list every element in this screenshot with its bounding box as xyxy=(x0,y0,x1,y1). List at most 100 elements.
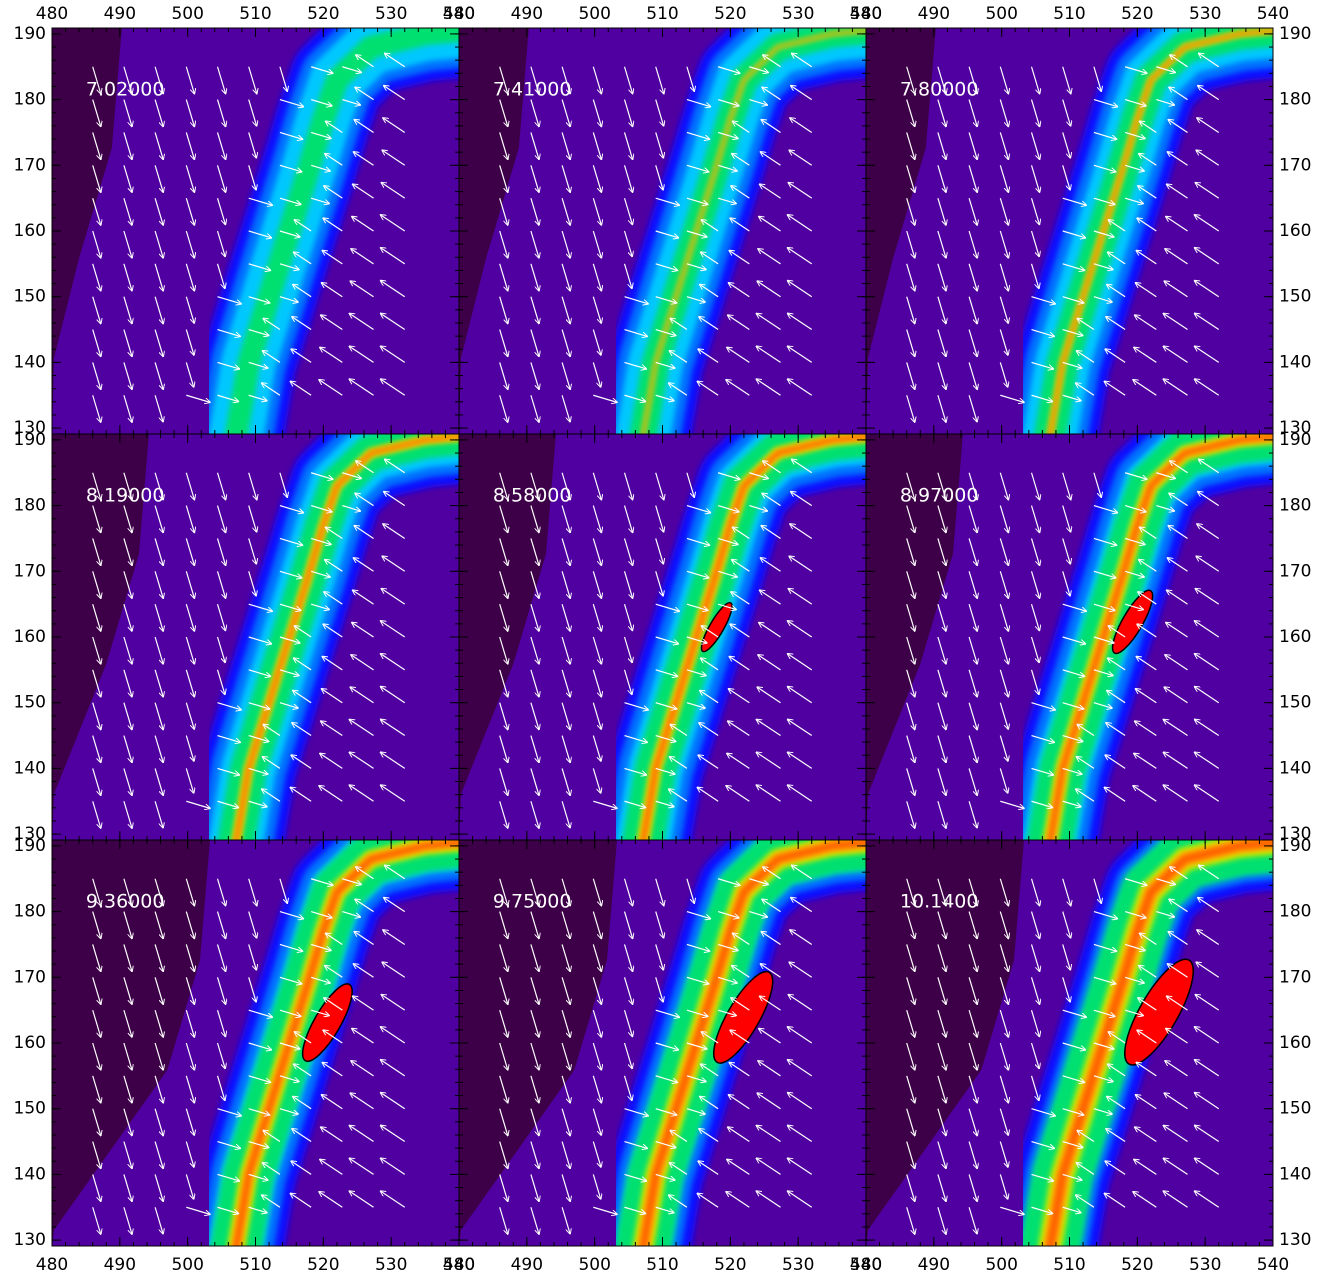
x-tick-label: 520 xyxy=(714,1255,746,1275)
vector-arrow xyxy=(185,472,194,500)
core xyxy=(301,983,353,1063)
dark-region xyxy=(459,28,529,434)
vector-arrow xyxy=(732,559,750,572)
vector-arrow xyxy=(1093,505,1118,513)
vector-arrow xyxy=(999,197,1008,225)
vector-arrow xyxy=(499,1207,508,1234)
vector-arrow xyxy=(310,131,331,138)
vector-arrow xyxy=(1167,964,1188,978)
vector-arrow xyxy=(624,734,648,743)
vector-arrow xyxy=(310,570,330,577)
vector-arrow xyxy=(623,571,633,598)
vector-arrow xyxy=(670,1130,688,1143)
vector-arrow xyxy=(323,218,343,232)
vector-arrow xyxy=(351,655,374,671)
vector-arrow xyxy=(355,493,374,507)
vector-arrow xyxy=(1194,752,1220,769)
vector-arrow xyxy=(1062,911,1071,938)
vector-arrow xyxy=(154,230,163,258)
x-tick-label: 490 xyxy=(511,4,543,24)
vector-arrow xyxy=(154,66,163,94)
vector-arrow xyxy=(1031,734,1055,743)
vector-arrow xyxy=(248,1108,270,1115)
vector-arrow xyxy=(729,1062,750,1077)
vector-arrow xyxy=(968,505,977,533)
panel-image xyxy=(866,28,1273,434)
vector-arrow xyxy=(561,768,570,795)
vector-arrow xyxy=(217,296,242,304)
vector-arrow xyxy=(1134,1159,1157,1175)
vector-arrow xyxy=(123,1009,132,1037)
vector-arrow xyxy=(756,752,781,769)
vector-arrow xyxy=(728,315,750,331)
vector-arrow xyxy=(749,66,768,73)
vector-arrow xyxy=(324,998,343,1011)
vector-arrow xyxy=(789,962,813,978)
vector-arrow xyxy=(1137,624,1157,638)
panel: 8.19000 130 140 150 160 170 180 190 xyxy=(14,430,460,844)
vector-arrow xyxy=(592,329,601,356)
vector-arrow xyxy=(624,1140,648,1149)
vector-arrow xyxy=(762,493,781,507)
vector-arrow xyxy=(760,184,781,199)
vector-arrow xyxy=(1166,216,1188,232)
vector-arrow xyxy=(530,801,539,828)
vector-arrow xyxy=(1198,459,1220,474)
panel-image xyxy=(52,28,459,434)
x-tick-label: 540 xyxy=(850,1255,882,1275)
dark-region xyxy=(459,840,618,1246)
vector-arrow xyxy=(937,66,946,94)
vector-arrow xyxy=(592,702,601,730)
vector-arrow xyxy=(1000,800,1024,808)
vector-arrow xyxy=(530,1207,539,1234)
vector-arrow xyxy=(968,636,977,664)
vector-arrow xyxy=(154,603,163,631)
vector-arrow xyxy=(937,1207,946,1234)
vector-arrow xyxy=(937,735,946,763)
vector-arrow xyxy=(92,878,101,906)
vector-arrow xyxy=(592,603,601,631)
vector-arrow xyxy=(353,964,374,978)
vector-arrow xyxy=(342,99,360,105)
y-tick-label: 160 xyxy=(1279,627,1311,647)
vector-arrow xyxy=(968,1075,977,1103)
vector-arrow xyxy=(499,801,508,828)
vector-arrow xyxy=(321,315,343,331)
vector-arrow xyxy=(701,1032,719,1044)
x-tick-label: 480 xyxy=(443,1255,475,1275)
vector-arrow xyxy=(217,1108,242,1116)
vector-arrow xyxy=(906,636,915,664)
panel-label: 7.41000 xyxy=(493,78,572,100)
vector-arrow xyxy=(699,723,719,737)
vector-arrow xyxy=(293,1064,312,1077)
vector-arrow xyxy=(384,459,406,474)
vector-arrow xyxy=(686,1075,706,1082)
vector-arrow xyxy=(154,395,163,422)
vector-arrow xyxy=(1136,1062,1157,1077)
vector-arrow xyxy=(999,702,1008,730)
vector-arrow xyxy=(999,977,1008,1004)
y-tick-label: 140 xyxy=(14,758,46,778)
x-tick-label: 530 xyxy=(375,1255,407,1275)
vector-arrow xyxy=(1077,1130,1095,1143)
vector-arrow xyxy=(999,911,1008,939)
vector-arrow xyxy=(92,329,101,357)
vector-arrow xyxy=(906,99,915,127)
vector-arrow xyxy=(154,1108,163,1136)
vector-arrow xyxy=(906,768,915,795)
vector-arrow xyxy=(352,216,374,232)
vector-arrow xyxy=(1195,182,1220,199)
vector-arrow xyxy=(530,538,539,565)
vector-arrow xyxy=(732,153,750,166)
vector-arrow xyxy=(906,362,915,389)
vector-arrow xyxy=(655,944,664,970)
vector-arrow xyxy=(154,329,163,357)
vector-arrow xyxy=(530,329,539,357)
vector-arrow xyxy=(1062,1140,1083,1148)
vector-arrow xyxy=(1030,944,1040,971)
vector-arrow xyxy=(185,571,194,598)
vector-arrow xyxy=(1076,351,1095,363)
x-tick-label: 530 xyxy=(1189,1255,1221,1275)
vector-arrow xyxy=(1093,570,1116,578)
vector-arrow xyxy=(686,911,711,919)
